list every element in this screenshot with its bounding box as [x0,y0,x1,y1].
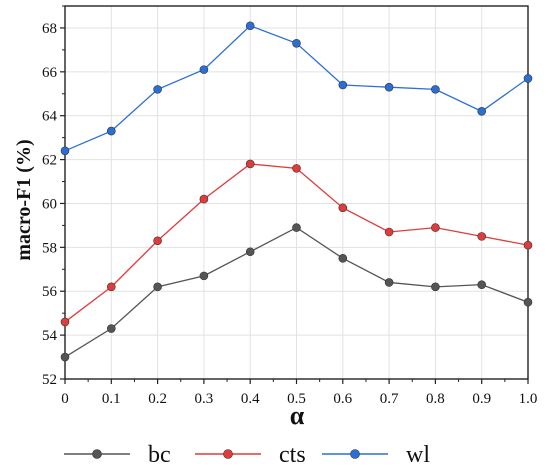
legend-item-wl: wl [322,442,430,468]
data-point-cts [245,159,255,169]
data-point-bc [60,352,70,362]
y-tick-label: 68 [42,21,57,37]
x-tick-label: 0.3 [195,391,214,407]
data-point-wl [477,107,487,116]
data-point-cts [292,164,301,173]
series-layer [60,21,533,362]
legend-label-cts: cts [279,442,306,468]
y-tick-label: 66 [42,65,58,81]
y-tick-label: 54 [42,328,58,344]
legend-label-wl: wl [406,442,430,468]
data-point-wl [431,85,440,94]
y-tick-label: 62 [42,153,57,169]
y-tick-label: 56 [42,284,58,300]
x-tick-label: 0.4 [241,391,260,407]
data-point-cts [199,194,209,204]
series-cts [60,159,533,327]
data-point-cts [60,317,70,327]
data-point-wl [199,65,209,74]
series-bc [60,223,533,362]
y-tick-label: 58 [42,240,57,256]
data-point-wl [292,38,301,48]
data-point-cts [384,227,394,237]
data-point-wl [523,74,533,83]
data-point-wl [245,21,255,31]
data-point-cts [477,232,487,241]
series-wl [60,21,533,156]
x-tick-label: 0 [61,391,69,407]
data-point-bc [199,271,209,281]
data-point-bc [384,278,394,287]
legend-marker-bc [92,449,102,459]
y-tick-labels: 52 54 56 58 60 62 64 66 68 [42,21,58,388]
y-tick-label: 60 [42,196,57,212]
x-tick-label: 1.0 [519,391,538,407]
legend-label-bc: bc [148,442,171,468]
data-point-wl [60,146,70,156]
data-point-wl [153,85,162,94]
data-point-cts [107,282,116,292]
data-point-bc [431,282,440,292]
data-point-bc [338,254,348,263]
data-point-cts [431,223,440,232]
data-point-wl [338,80,348,90]
x-tick-label: 0.5 [287,391,306,407]
x-tick-label: 0.6 [333,391,352,407]
y-axis-title: macro-F1 (%) [13,139,35,260]
data-point-bc [523,297,533,307]
data-point-bc [107,324,116,333]
x-tick-label: 0.9 [472,391,491,407]
data-point-bc [477,280,487,289]
data-point-bc [245,247,255,257]
legend-marker-cts [223,449,233,459]
legend: bc cts wl [64,442,430,468]
data-point-cts [338,203,348,213]
grid-lines [64,6,529,380]
axis-ticks [60,5,529,384]
y-tick-label: 52 [42,372,57,388]
y-tick-label: 64 [42,109,58,125]
data-point-cts [523,240,533,250]
data-point-bc [153,282,162,292]
legend-marker-wl [350,449,360,459]
data-point-bc [292,223,301,232]
data-point-wl [384,82,394,92]
x-tick-label: 0.1 [102,391,121,407]
x-axis-title: α [290,401,305,430]
data-point-cts [153,236,162,246]
legend-item-cts: cts [195,442,306,468]
x-tick-label: 0.8 [426,391,445,407]
x-tick-label: 0.7 [380,391,399,407]
legend-item-bc: bc [64,442,171,468]
data-point-wl [107,126,116,136]
x-tick-labels: 0 0.1 0.2 0.3 0.4 0.5 0.6 0.7 0.8 0.9 1.0 [61,391,537,407]
x-tick-label: 0.2 [148,391,167,407]
